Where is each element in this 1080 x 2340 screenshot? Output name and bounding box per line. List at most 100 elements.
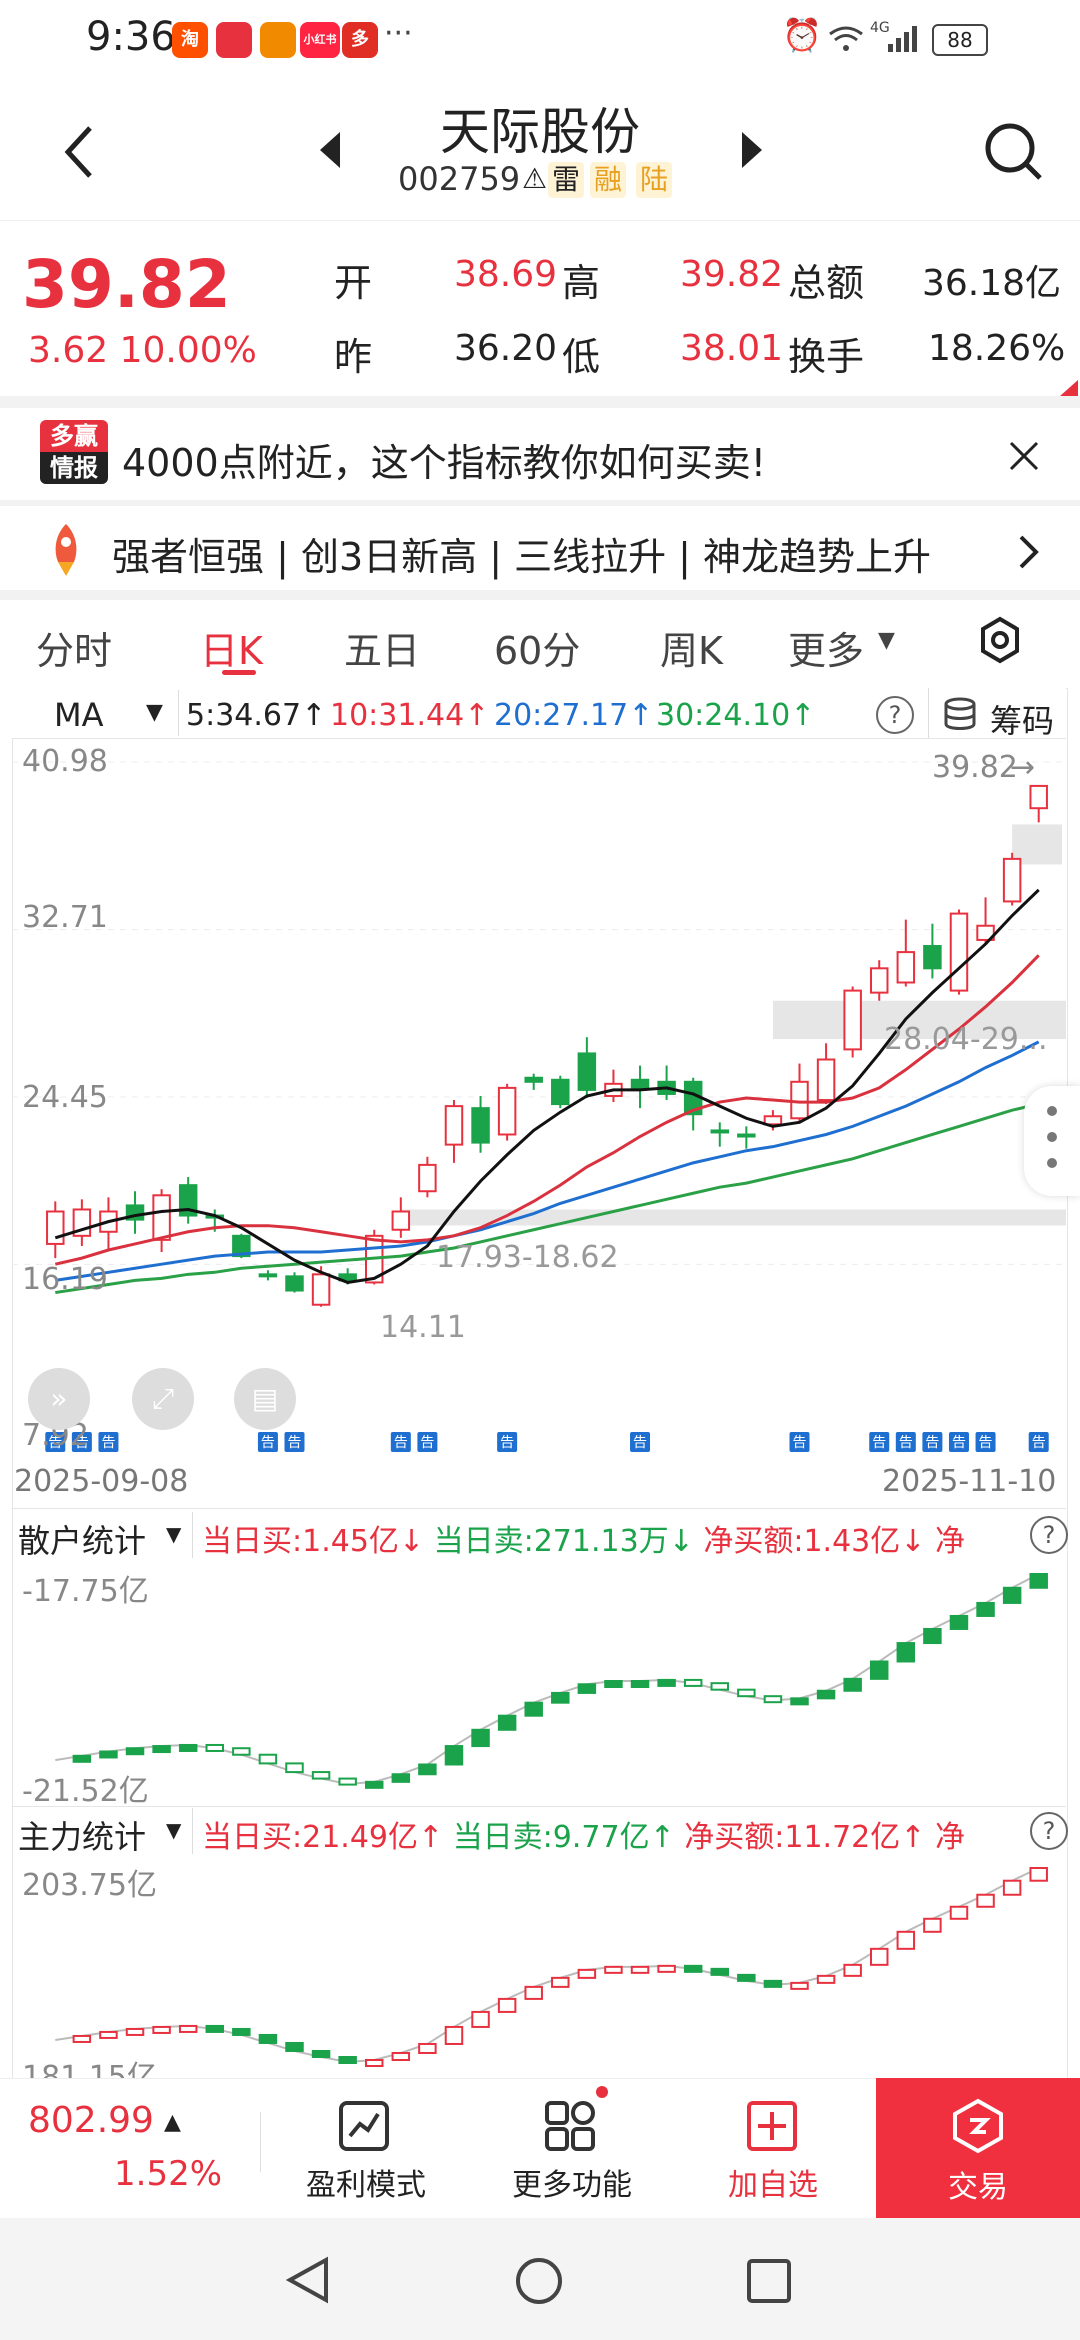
add-watchlist-button[interactable]: 加自选 [728, 2168, 818, 2203]
candle-body [418, 1163, 437, 1193]
nav-home-icon[interactable] [514, 2256, 564, 2306]
turnover-label: 换手 [788, 335, 865, 379]
tab-daily-k[interactable]: 日K [200, 629, 263, 673]
flow-bar [285, 2041, 304, 2052]
search-icon[interactable] [982, 120, 1046, 184]
ma-dropdown-icon[interactable]: ▼ [146, 700, 163, 725]
side-menu-handle[interactable] [1024, 1086, 1080, 1196]
retail-dropdown-icon[interactable]: ▼ [166, 1522, 182, 1546]
tab-fenshi[interactable]: 分时 [36, 629, 113, 673]
main-dropdown-icon[interactable]: ▼ [166, 1818, 182, 1842]
flow-bar [391, 2051, 411, 2061]
flow-bar [152, 1745, 171, 1754]
signal-ticker[interactable] [0, 506, 1080, 600]
candle-body [976, 924, 995, 941]
flow-bar [418, 2042, 437, 2054]
next-stock-icon[interactable] [740, 130, 764, 170]
tab-more[interactable]: 更多 [788, 629, 865, 673]
prev-stock-icon[interactable] [318, 130, 342, 170]
help-icon[interactable]: ? [1030, 1516, 1068, 1554]
index-value[interactable]: 802.99 [28, 2100, 154, 2141]
flow-bar [311, 1771, 331, 1780]
flow-bar [497, 1714, 517, 1731]
candle-body [896, 951, 916, 984]
retail-title[interactable]: 散户统计 [18, 1522, 147, 1560]
flow-bar [790, 1981, 809, 1990]
profit-chart-icon[interactable] [338, 2100, 390, 2152]
settings-icon[interactable] [978, 616, 1022, 664]
tag-lu[interactable]: 陆 [636, 162, 673, 198]
dropdown-icon[interactable]: ▼ [878, 628, 895, 653]
add-watchlist-icon[interactable] [746, 2100, 798, 2152]
flow-bar [710, 1967, 730, 1976]
main-force-title[interactable]: 主力统计 [18, 1818, 147, 1856]
back-icon[interactable] [60, 124, 100, 180]
ma10-value: 10:31.44↑ [330, 698, 490, 733]
announcement-label: 告 [925, 1435, 939, 1451]
flow-bar [737, 1973, 756, 1982]
ticker-text[interactable]: 强者恒强 | 创3日新高 | 三线拉升 | 神龙趋势上升 [112, 535, 932, 579]
wifi-icon [829, 26, 863, 51]
chip-button[interactable]: 筹码 [990, 702, 1055, 740]
flow-bar [99, 2030, 118, 2039]
flow-bar [364, 2058, 384, 2067]
main-force-stats: 当日买:21.49亿↑ 当日卖:9.77亿↑ 净买额:11.72亿↑ 净 [202, 1812, 1022, 1856]
announcement-marker [390, 1432, 411, 1452]
flow-bar [710, 1682, 730, 1691]
more-functions-icon[interactable] [544, 2100, 596, 2152]
stock-code: 002759 [398, 160, 521, 198]
flow-bar [1002, 1879, 1022, 1896]
flow-bar [311, 2049, 331, 2058]
promo-logo: 多赢 情报 [40, 420, 108, 484]
flow-bar [896, 1642, 916, 1663]
index-change[interactable]: 1.52% [114, 2154, 223, 2194]
tab-60min[interactable]: 60分 [494, 629, 581, 673]
announcement-label: 告 [952, 1435, 966, 1451]
fullscreen-icon[interactable]: ⤢ [132, 1368, 194, 1430]
chip-database-icon[interactable] [942, 696, 978, 732]
main-sell: 当日卖:9.77亿↑ [452, 1820, 675, 1855]
announcement-label: 告 [633, 1435, 647, 1451]
flow-bar [99, 1750, 118, 1759]
expand-corner-icon[interactable] [1060, 380, 1078, 396]
flow-bar [232, 2027, 251, 2036]
nav-recents-icon[interactable] [746, 2258, 792, 2304]
close-icon[interactable] [1008, 440, 1040, 472]
flow-bar [72, 1754, 92, 1763]
flow-bar [577, 1968, 597, 1979]
tag-rong[interactable]: 融 [590, 162, 627, 198]
flow-bar [577, 1683, 597, 1694]
flow-bar [444, 1745, 464, 1766]
flow-bar [364, 1780, 384, 1789]
tab-weekly-k[interactable]: 周K [660, 629, 723, 673]
ma-selector[interactable]: MA [54, 696, 104, 734]
candle-body [152, 1194, 171, 1241]
announcement-label: 告 [979, 1435, 993, 1451]
flow-bar [524, 1985, 543, 2000]
profit-mode-button[interactable]: 盈利模式 [306, 2168, 426, 2203]
last-price-arrow-icon: → [1010, 750, 1036, 785]
layout-icon[interactable]: ▤ [234, 1368, 296, 1430]
divider [0, 396, 1080, 408]
trade-button[interactable]: 交易 [876, 2078, 1080, 2218]
trade-icon [953, 2098, 1003, 2154]
divider [928, 688, 929, 738]
tag-lei[interactable]: 雷 [548, 162, 585, 198]
divider [0, 590, 1080, 600]
ma20-value: 20:27.17↑ [494, 698, 654, 733]
promo-logo-top: 多赢 [40, 420, 108, 452]
tab-five-day[interactable]: 五日 [344, 629, 421, 673]
help-icon[interactable]: ? [876, 696, 914, 734]
nav-back-icon[interactable] [286, 2256, 330, 2304]
candle-body [471, 1107, 490, 1144]
help-icon[interactable]: ? [1030, 1812, 1068, 1850]
amount-label: 总额 [788, 261, 865, 305]
low-price-marker: 14.11 [380, 1310, 466, 1345]
y-tick-2: 32.71 [22, 900, 108, 935]
chevron-right-icon[interactable] [1018, 534, 1040, 570]
candlestick-chart[interactable]: 告告告告告告告告告告告告告告告告 [12, 738, 1066, 1458]
more-functions-button[interactable]: 更多功能 [512, 2168, 632, 2203]
promo-text[interactable]: 4000点附近，这个指标教你如何买卖! [122, 441, 766, 485]
fast-forward-icon[interactable]: » [28, 1368, 90, 1430]
candle-body [630, 1078, 650, 1089]
